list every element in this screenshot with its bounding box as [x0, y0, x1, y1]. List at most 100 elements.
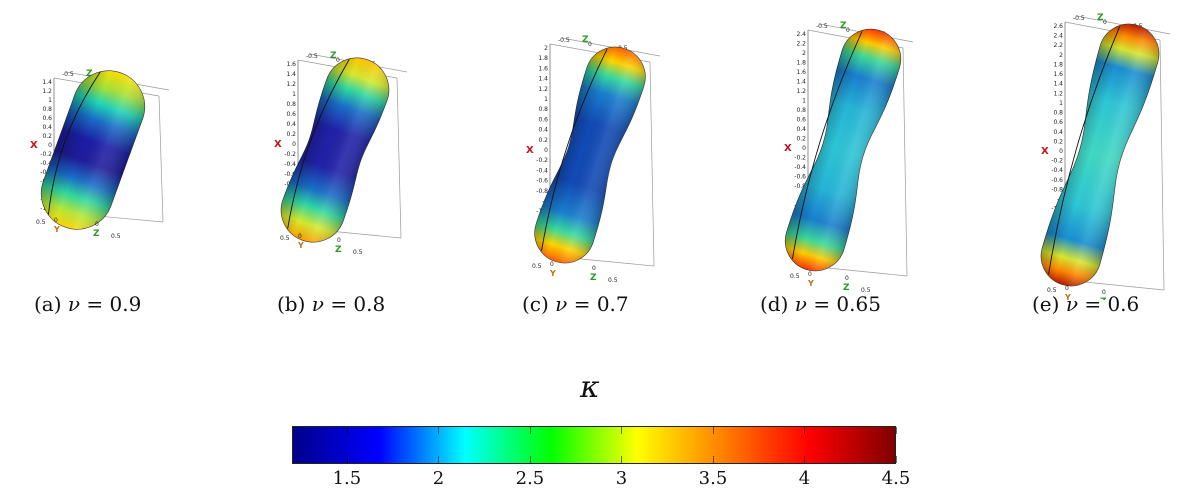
bottom-tick-left: 0.5 [36, 219, 46, 226]
x-tick-label: -0.2 [284, 151, 296, 158]
x-tick-label: -0.2 [536, 157, 548, 164]
x-tick-label: 0.2 [538, 137, 548, 144]
x-tick-label: 0.8 [1053, 110, 1063, 117]
z-axis-label-top: Z [840, 21, 847, 31]
vesicle-b [280, 57, 390, 243]
vesicle-contour [541, 48, 608, 251]
x-tick-label: 0.6 [538, 116, 548, 123]
x-tick-label: 2.4 [1053, 33, 1063, 40]
x-tick-label: 0.6 [286, 111, 296, 118]
x-tick-label: 1.4 [538, 76, 548, 83]
x-tick-label: 1.8 [538, 55, 548, 62]
x-tick-label: -0.4 [284, 161, 296, 168]
top-tick-label: -0.5 [306, 53, 318, 60]
colorbar-tick [529, 427, 531, 463]
x-tick-label: 1 [544, 96, 548, 103]
vesicle-shading [785, 29, 901, 271]
z-axis-label-bottom: Z [843, 283, 850, 293]
vesicle-shading [1041, 24, 1159, 286]
x-axis-label: X [30, 140, 38, 151]
x-tick-label: 1 [802, 98, 806, 105]
x-tick-label: 0.4 [286, 121, 296, 128]
x-tick-label: 2.4 [796, 31, 806, 38]
x-tick-label: 1.2 [538, 86, 548, 93]
bottom-tick-left: 0.5 [532, 263, 542, 270]
x-tick-label: 0.8 [796, 107, 806, 114]
x-tick-label: -0.6 [1051, 177, 1063, 184]
x-tick-label: 1 [292, 91, 296, 98]
caption-e: (e) ν = 0.6 [1032, 292, 1140, 316]
x-tick-label: 0.8 [286, 101, 296, 108]
panel-b: 1.61.41.210.80.60.40.20-0.2-0.4-0.6-0.8-… [274, 51, 408, 256]
x-tick-label: -0.6 [794, 174, 806, 181]
colorbar-tick-label: 2 [432, 468, 445, 489]
top-tick-label: 0 [846, 27, 850, 34]
bottom-tick-right: 0.5 [111, 233, 121, 240]
z-axis-label-top: Z [86, 69, 93, 79]
z-axis-label-bottom: Z [93, 229, 100, 239]
panel-a: 1.41.210.80.60.40.20-0.2-0.4-0.6-0.8-1-1… [30, 69, 170, 240]
colorbar-tick-label: 3.5 [698, 468, 728, 489]
x-tick-label: 1.6 [286, 61, 296, 68]
x-tick-label: 2 [1059, 52, 1063, 59]
bottom-tick-left: 0.5 [790, 273, 800, 280]
y-axis-label: Y [1064, 293, 1071, 300]
colorbar-tick-label: 2.5 [515, 468, 545, 489]
x-axis-label: X [784, 143, 792, 154]
x-tick-label: 1.2 [1053, 90, 1063, 97]
x-tick-label: -0.6 [284, 171, 296, 178]
z-tick-zero: 0 [1102, 289, 1106, 296]
x-tick-label: 0.4 [1053, 129, 1063, 136]
x-tick-label: 1.6 [1053, 71, 1063, 78]
top-tick-label: 0 [1103, 19, 1107, 26]
x-axis-label: X [526, 145, 534, 156]
panel-e: 2.6 2.4 2.2 2 1.8 1.6 1.4 1.2 1 0.8 0.6 0.4 0.2 0 -0.2… [1040, 13, 1171, 300]
vesicle-a [41, 70, 145, 230]
x-tick-label: 0.2 [796, 136, 806, 143]
colorbar-tick [621, 427, 623, 463]
top-tick-label: -0.5 [1073, 15, 1085, 22]
vesicle-panels: 1.41.210.80.60.40.20-0.2-0.4-0.6-0.8-1-1… [30, 13, 1171, 300]
caption-a: (a) ν = 0.9 [34, 292, 142, 316]
colorbar-tick-label: 1.5 [332, 468, 362, 489]
x-tick-label: 1.8 [1053, 61, 1063, 68]
x-tick-label: 1.4 [286, 71, 296, 78]
x-tick-label: 0.2 [42, 133, 52, 140]
x-tick-label: 1.2 [42, 88, 52, 95]
z-axis-label-top: Z [1097, 13, 1104, 23]
x-tick-label: 1 [48, 97, 52, 104]
bottom-tick-right: 0.5 [608, 277, 618, 284]
vesicle-contour [1048, 26, 1121, 275]
bottom-tick-zero: 0 [1065, 285, 1069, 292]
x-tick-label: 2 [544, 45, 548, 52]
y-axis-label: Y [807, 279, 814, 288]
colorbar-tick [896, 427, 897, 463]
vesicle-e [1040, 23, 1160, 287]
bottom-tick-right: 0.5 [861, 287, 871, 294]
z-axis-label-top: Z [582, 35, 589, 45]
bottom-tick-left: 0.5 [1047, 287, 1057, 294]
bottom-tick-zero: 0 [550, 261, 554, 268]
bottom-tick-left: 0.5 [280, 235, 290, 242]
x-tick-label: 0.4 [42, 124, 52, 131]
x-tick-label: 1.4 [1053, 81, 1063, 88]
z-axis-label-bottom: Z [590, 273, 597, 283]
x-tick-label: -0.4 [794, 164, 806, 171]
x-tick-label: 2.6 [1053, 23, 1063, 30]
top-tick-label: -0.5 [558, 37, 570, 44]
top-tick-label: -0.5 [62, 71, 74, 78]
x-tick-label: 0.8 [538, 106, 548, 113]
x-tick-label: -0.6 [536, 178, 548, 185]
x-tick-label: -0.4 [1051, 167, 1063, 174]
panel-c: 2 1.8 1.6 1.4 1.2 1 0.8 0.6 0.4 0.2 0 -0.2 -0.4 -0.6 -… [526, 35, 661, 284]
x-tick-label: -0.4 [536, 167, 548, 174]
x-tick-label: 1.6 [538, 65, 548, 72]
z-tick-zero: 0 [845, 275, 849, 282]
z-tick-zero: 0 [337, 237, 341, 244]
top-tick-label: 0 [336, 57, 340, 64]
x-tick-label: 0 [544, 147, 548, 154]
x-tick-label: 2.2 [796, 41, 806, 48]
colorbar-tick [438, 427, 440, 463]
